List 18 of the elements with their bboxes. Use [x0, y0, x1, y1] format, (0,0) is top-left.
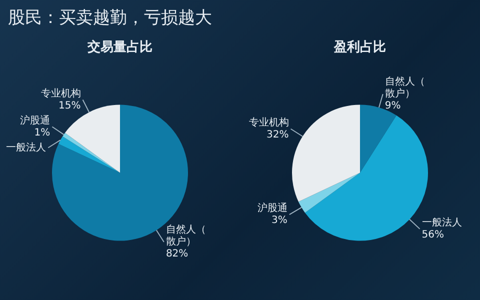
data-label: 32%	[266, 129, 289, 140]
data-label: 1%	[34, 127, 50, 138]
slice-label: 专业机构	[248, 116, 289, 128]
slice-label: 沪股通	[257, 202, 288, 214]
text: 股民：买卖越勤，亏损越大	[8, 7, 212, 29]
slice-label: 一般法人	[6, 141, 46, 154]
chart-title: 交易量占比	[86, 39, 152, 56]
chart-title: 盈利占比	[333, 39, 386, 56]
data-label: 82%	[166, 248, 188, 260]
data-label: 15%	[58, 100, 81, 112]
slice-label: 自然人（散户）	[166, 224, 206, 248]
slice-label: 沪股通	[20, 114, 50, 126]
data-label: 3%	[272, 215, 288, 226]
data-label: 9%	[384, 100, 401, 112]
slice-label: 专业机构	[40, 87, 81, 100]
data-label: 56%	[422, 230, 444, 241]
slice-label: 自然人（散户）	[384, 76, 425, 100]
slice-label: 一般法人	[422, 216, 462, 229]
